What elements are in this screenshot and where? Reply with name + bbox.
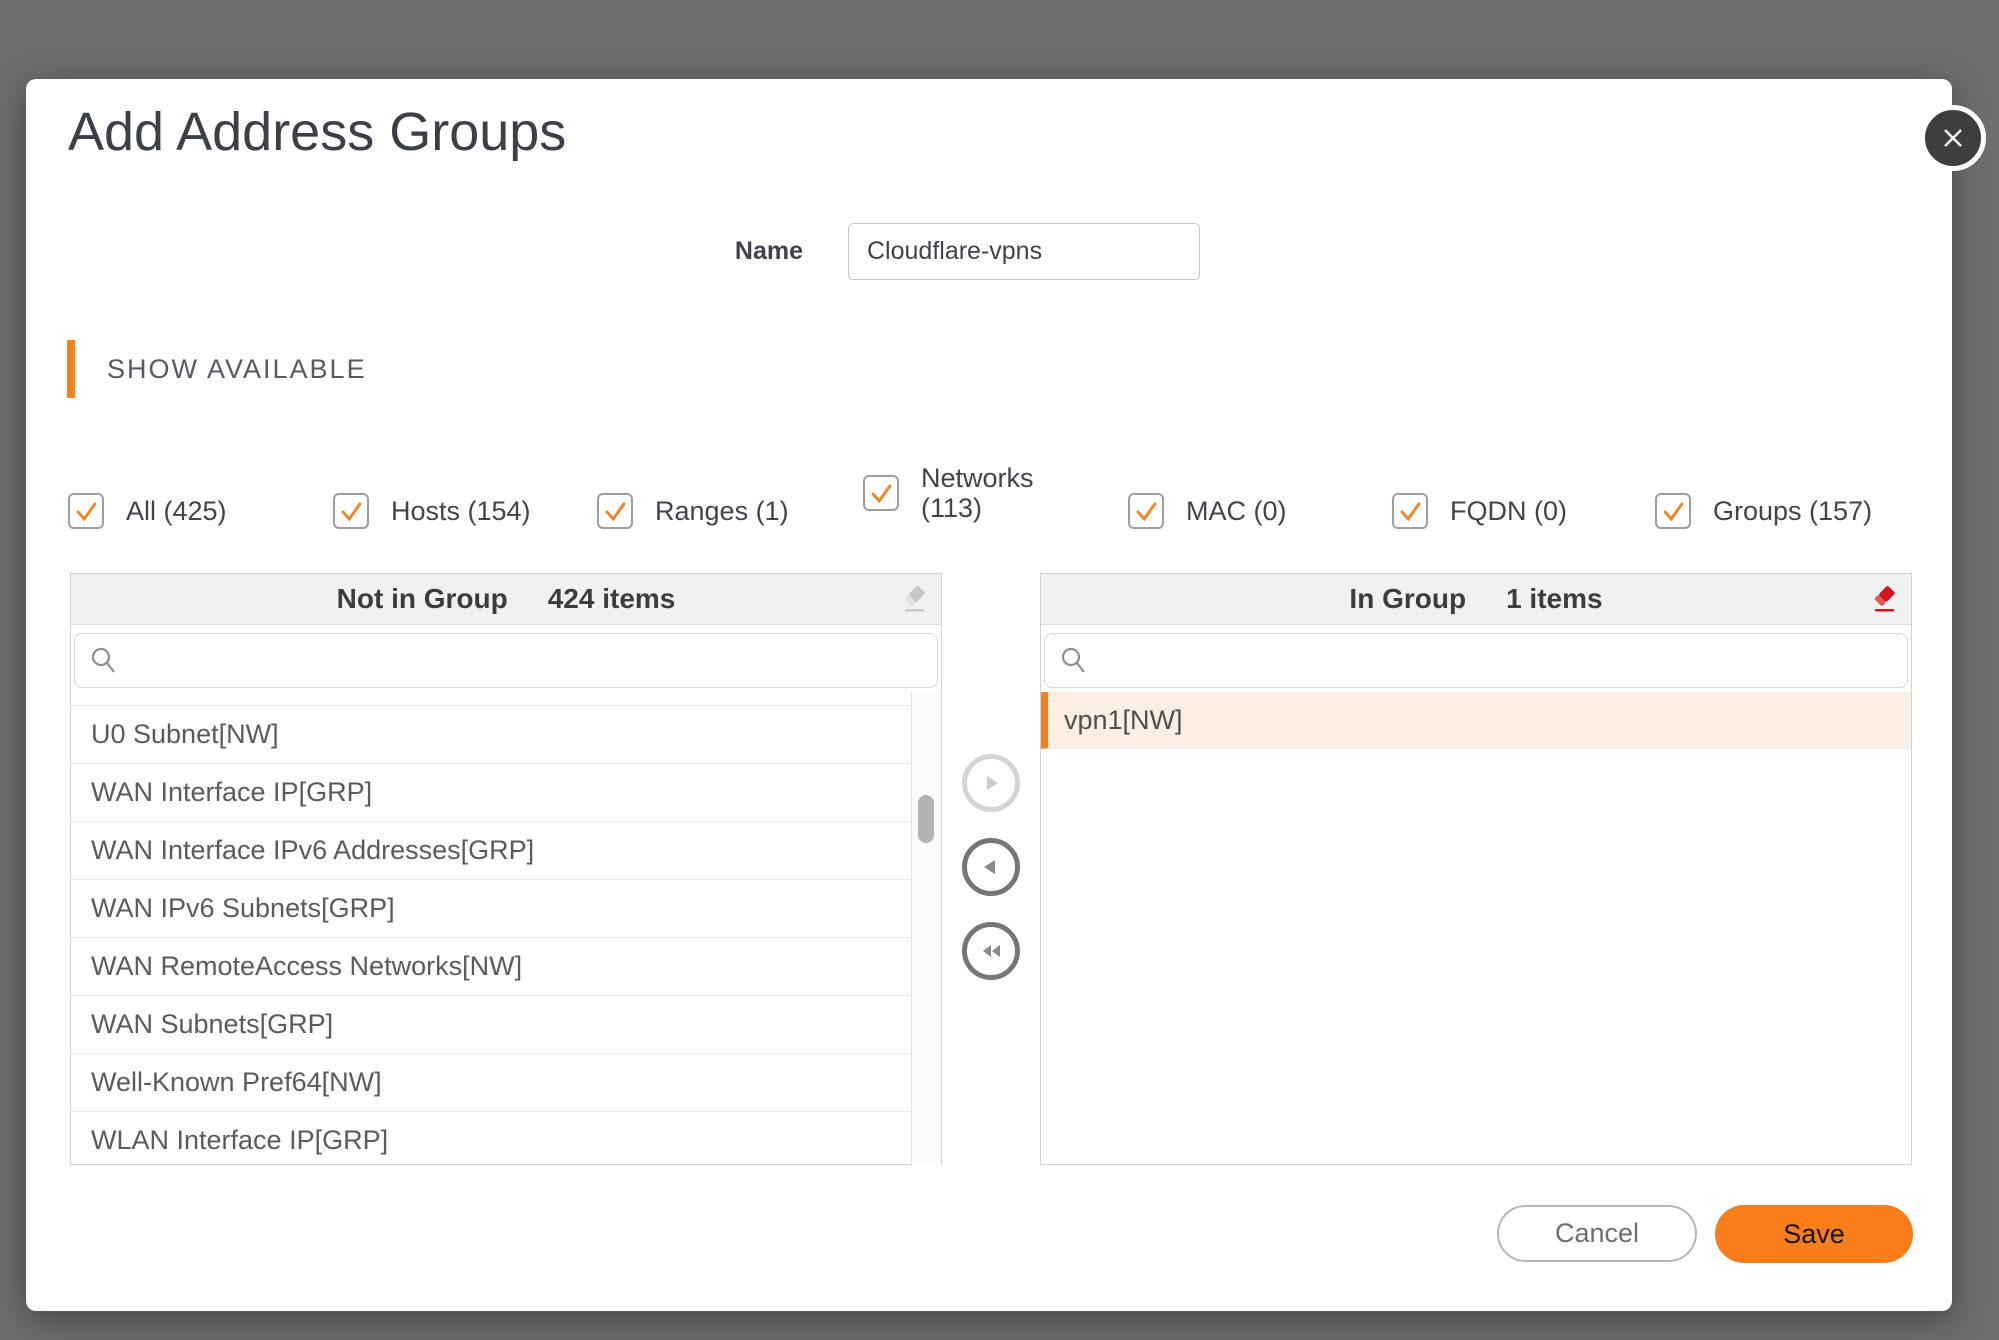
filter-ranges: Ranges (1) xyxy=(597,493,789,529)
arrow-right-icon xyxy=(987,776,998,790)
eraser-icon xyxy=(904,586,925,612)
filter-label: Hosts (154) xyxy=(391,496,531,526)
in-group-list: vpn1[NW] xyxy=(1041,692,1911,1166)
list-item-selected[interactable]: vpn1[NW] xyxy=(1041,692,1911,749)
check-icon xyxy=(76,502,97,522)
add-address-groups-dialog: Add Address Groups Name SHOW AVAILABLE A… xyxy=(26,79,1986,1311)
filter-groups: Groups (157) xyxy=(1655,493,1872,529)
not-in-group-list: U0 Subnet[NW] WAN Interface IP[GRP] WAN … xyxy=(71,692,941,1166)
scrollbar-track xyxy=(911,692,941,1166)
dialog-title: Add Address Groups xyxy=(68,102,567,162)
list-item[interactable]: WAN IPv6 Subnets[GRP] xyxy=(71,880,941,938)
check-icon xyxy=(1400,502,1421,522)
not-in-group-panel: Not in Group 424 items xyxy=(70,573,942,1166)
cancel-button[interactable]: Cancel xyxy=(1497,1205,1697,1262)
panel-count: 424 items xyxy=(547,583,676,614)
in-group-panel: In Group 1 items xyxy=(1040,573,1912,1165)
filter-label: Ranges (1) xyxy=(655,496,789,526)
scrollbar-thumb[interactable] xyxy=(918,795,934,843)
filter-mac: MAC (0) xyxy=(1128,493,1287,529)
arrow-left-icon xyxy=(984,860,995,874)
search-icon xyxy=(91,647,115,673)
close-icon xyxy=(1944,129,1962,147)
panel-title: In Group xyxy=(1349,583,1467,614)
list-item[interactable]: WAN Interface IP[GRP] xyxy=(71,764,941,822)
right-searchbox xyxy=(1044,633,1908,688)
section-accent-bar xyxy=(67,340,75,398)
double-arrow-left-icon xyxy=(983,945,1000,957)
filter-label-line2: (113) xyxy=(921,493,983,523)
close-button[interactable] xyxy=(1920,105,1986,171)
not-in-group-header: Not in Group 424 items xyxy=(71,574,941,625)
check-icon xyxy=(341,502,362,522)
move-left-button[interactable] xyxy=(962,838,1020,896)
check-icon xyxy=(1663,502,1684,522)
filter-label: Networks (113) xyxy=(921,463,1034,523)
check-icon xyxy=(871,484,892,504)
filter-label: MAC (0) xyxy=(1186,496,1287,526)
checkbox-networks[interactable] xyxy=(863,475,899,511)
in-group-header: In Group 1 items xyxy=(1041,574,1911,625)
name-field-label: Name xyxy=(734,237,803,265)
clear-left-button[interactable] xyxy=(899,583,929,615)
list-item[interactable]: Well-Known Pref64[NW] xyxy=(71,1054,941,1112)
left-searchbox xyxy=(74,633,938,688)
checkbox-mac[interactable] xyxy=(1128,493,1164,529)
filter-label: Groups (157) xyxy=(1713,496,1873,526)
partial-row xyxy=(71,692,941,706)
checkbox-groups[interactable] xyxy=(1655,493,1691,529)
panel-count: 1 items xyxy=(1506,583,1603,614)
check-icon xyxy=(605,502,626,522)
search-icon xyxy=(1061,647,1085,673)
search-input[interactable] xyxy=(129,636,937,685)
list-item[interactable]: U0 Subnet[NW] xyxy=(71,706,941,764)
list-item[interactable]: WLAN Interface IP[GRP] xyxy=(71,1112,941,1166)
filter-hosts: Hosts (154) xyxy=(333,493,531,529)
list-item[interactable]: WAN Interface IPv6 Addresses[GRP] xyxy=(71,822,941,880)
checkbox-hosts[interactable] xyxy=(333,493,369,529)
filter-label-line1: Networks xyxy=(921,463,1034,493)
check-icon xyxy=(1136,502,1157,522)
move-all-left-button[interactable] xyxy=(962,922,1020,980)
filter-label: FQDN (0) xyxy=(1450,496,1567,526)
checkbox-fqdn[interactable] xyxy=(1392,493,1428,529)
filter-fqdn: FQDN (0) xyxy=(1392,493,1567,529)
search-input[interactable] xyxy=(1099,636,1907,685)
filter-label: All (425) xyxy=(126,496,227,526)
section-heading: SHOW AVAILABLE xyxy=(107,354,367,384)
checkbox-all[interactable] xyxy=(68,493,104,529)
move-right-button[interactable] xyxy=(962,754,1020,812)
name-input[interactable] xyxy=(848,223,1200,280)
list-item[interactable]: WAN Subnets[GRP] xyxy=(71,996,941,1054)
filter-all: All (425) xyxy=(68,493,227,529)
checkbox-ranges[interactable] xyxy=(597,493,633,529)
list-item[interactable]: WAN RemoteAccess Networks[NW] xyxy=(71,938,941,996)
right-search-area xyxy=(1041,625,1911,692)
save-button[interactable]: Save xyxy=(1715,1205,1913,1263)
left-search-area xyxy=(71,625,941,692)
clear-right-button[interactable] xyxy=(1869,583,1899,615)
filter-networks: Networks (113) xyxy=(863,463,1034,523)
eraser-icon xyxy=(1874,586,1895,612)
panel-title: Not in Group xyxy=(336,583,508,614)
